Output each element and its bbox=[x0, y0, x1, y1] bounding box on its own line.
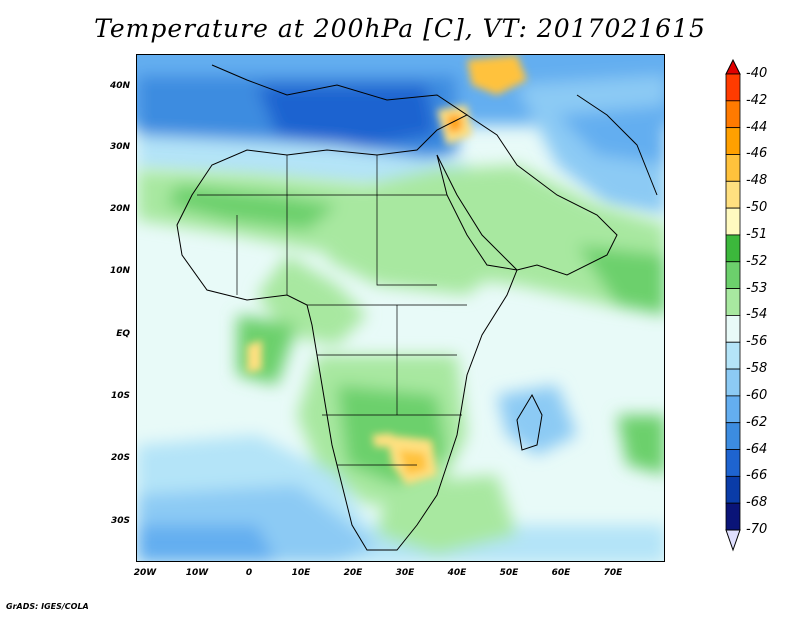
colorbar-swatches bbox=[725, 58, 741, 552]
colorbar-swatch bbox=[725, 475, 741, 504]
colorbar-label: -54 bbox=[746, 307, 768, 323]
lat-label-20s: 20S bbox=[110, 453, 130, 463]
colorbar-label: -68 bbox=[746, 495, 768, 511]
colorbar-label: -70 bbox=[746, 522, 768, 537]
colorbar-label: -50 bbox=[746, 200, 768, 216]
temperature-field-map bbox=[137, 55, 664, 561]
colorbar-label: -56 bbox=[746, 334, 768, 350]
colorbar-label: -60 bbox=[746, 387, 768, 403]
grads-credit: GrADS: IGES/COLA bbox=[6, 602, 89, 611]
colorbar-label: -48 bbox=[746, 173, 768, 189]
colorbar-label: -64 bbox=[746, 441, 768, 457]
lon-label-20e: 20E bbox=[343, 568, 363, 578]
lat-label-30n: 30N bbox=[109, 142, 130, 152]
colorbar-label: -62 bbox=[746, 414, 768, 430]
lon-label-70e: 70E bbox=[603, 568, 623, 578]
lat-label-10s: 10S bbox=[110, 391, 130, 401]
colorbar-swatch bbox=[725, 341, 741, 370]
colorbar-label: -66 bbox=[746, 468, 768, 484]
country-borders bbox=[197, 155, 467, 466]
lat-label-20n: 20N bbox=[109, 204, 130, 214]
colorbar-swatch bbox=[725, 368, 741, 397]
colorbar-label: -53 bbox=[746, 280, 768, 296]
colorbar-swatch bbox=[725, 315, 741, 343]
colorbar-label: -44 bbox=[746, 119, 768, 135]
lat-label-30s: 30S bbox=[110, 516, 130, 526]
colorbar-top-arrow bbox=[725, 58, 741, 75]
colorbar-label: -58 bbox=[746, 361, 768, 377]
lon-label-60e: 60E bbox=[551, 568, 571, 578]
colorbar-bottom-arrow bbox=[725, 529, 741, 552]
lon-label-20w: 20W bbox=[133, 568, 157, 578]
colorbar-label: -42 bbox=[746, 92, 768, 108]
colorbar-swatch bbox=[725, 288, 741, 316]
colorbar-swatch bbox=[725, 73, 741, 102]
lon-label-40e: 40E bbox=[447, 568, 467, 578]
map-panel bbox=[136, 54, 665, 562]
map-title: Temperature at 200hPa [C], VT: 201702161… bbox=[94, 14, 706, 43]
colorbar-swatch bbox=[725, 100, 741, 129]
lon-label-50e: 50E bbox=[499, 568, 519, 578]
colorbar-swatch bbox=[725, 234, 741, 263]
colorbar-swatch bbox=[725, 395, 741, 424]
colorbar-swatch bbox=[725, 154, 741, 182]
coastlines bbox=[176, 64, 658, 551]
colorbar-label: -51 bbox=[746, 226, 768, 242]
colorbar-swatch bbox=[725, 449, 741, 477]
colorbar-swatch bbox=[725, 261, 741, 289]
colorbar-swatch bbox=[725, 422, 741, 450]
colorbar-swatch bbox=[725, 127, 741, 155]
field-warm-spots bbox=[247, 55, 527, 485]
colorbar-swatch bbox=[725, 180, 741, 209]
lat-label-40n: 40N bbox=[109, 81, 130, 91]
colorbar-swatch bbox=[725, 207, 741, 236]
lat-label-10n: 10N bbox=[109, 266, 130, 276]
lon-label-10w: 10W bbox=[185, 568, 209, 578]
lon-label-10e: 10E bbox=[291, 568, 311, 578]
lon-label-30e: 30E bbox=[395, 568, 415, 578]
colorbar-label: -46 bbox=[746, 146, 768, 162]
lat-label-eq: EQ bbox=[116, 329, 130, 339]
colorbar-label: -52 bbox=[746, 253, 768, 269]
colorbar-label: -40 bbox=[746, 66, 768, 81]
colorbar-swatch bbox=[725, 502, 741, 531]
lon-label-0: 0 bbox=[245, 568, 253, 578]
